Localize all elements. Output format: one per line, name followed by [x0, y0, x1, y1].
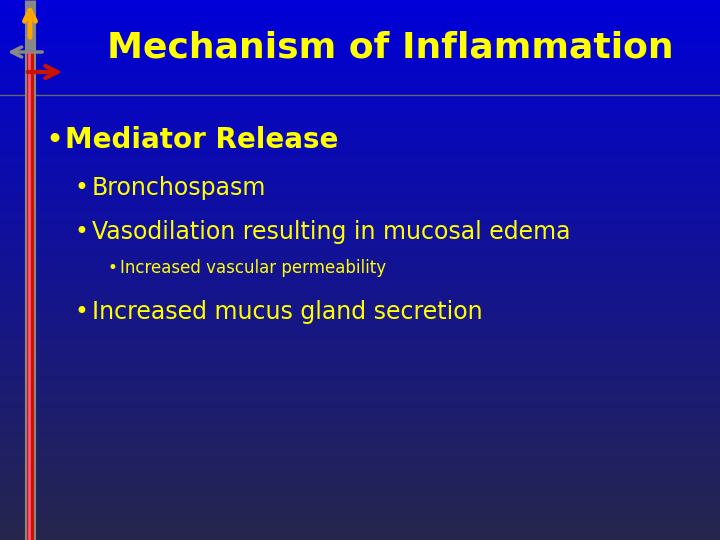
Text: Increased vascular permeability: Increased vascular permeability	[120, 259, 386, 277]
Text: Mediator Release: Mediator Release	[65, 126, 338, 154]
Text: •: •	[45, 125, 63, 154]
Text: •: •	[75, 300, 89, 324]
Text: Mechanism of Inflammation: Mechanism of Inflammation	[107, 31, 673, 65]
Text: •: •	[108, 259, 118, 277]
Text: Increased mucus gland secretion: Increased mucus gland secretion	[92, 300, 482, 324]
Text: Vasodilation resulting in mucosal edema: Vasodilation resulting in mucosal edema	[92, 220, 570, 244]
Text: Bronchospasm: Bronchospasm	[92, 176, 266, 200]
Text: •: •	[75, 176, 89, 200]
Text: •: •	[75, 220, 89, 244]
